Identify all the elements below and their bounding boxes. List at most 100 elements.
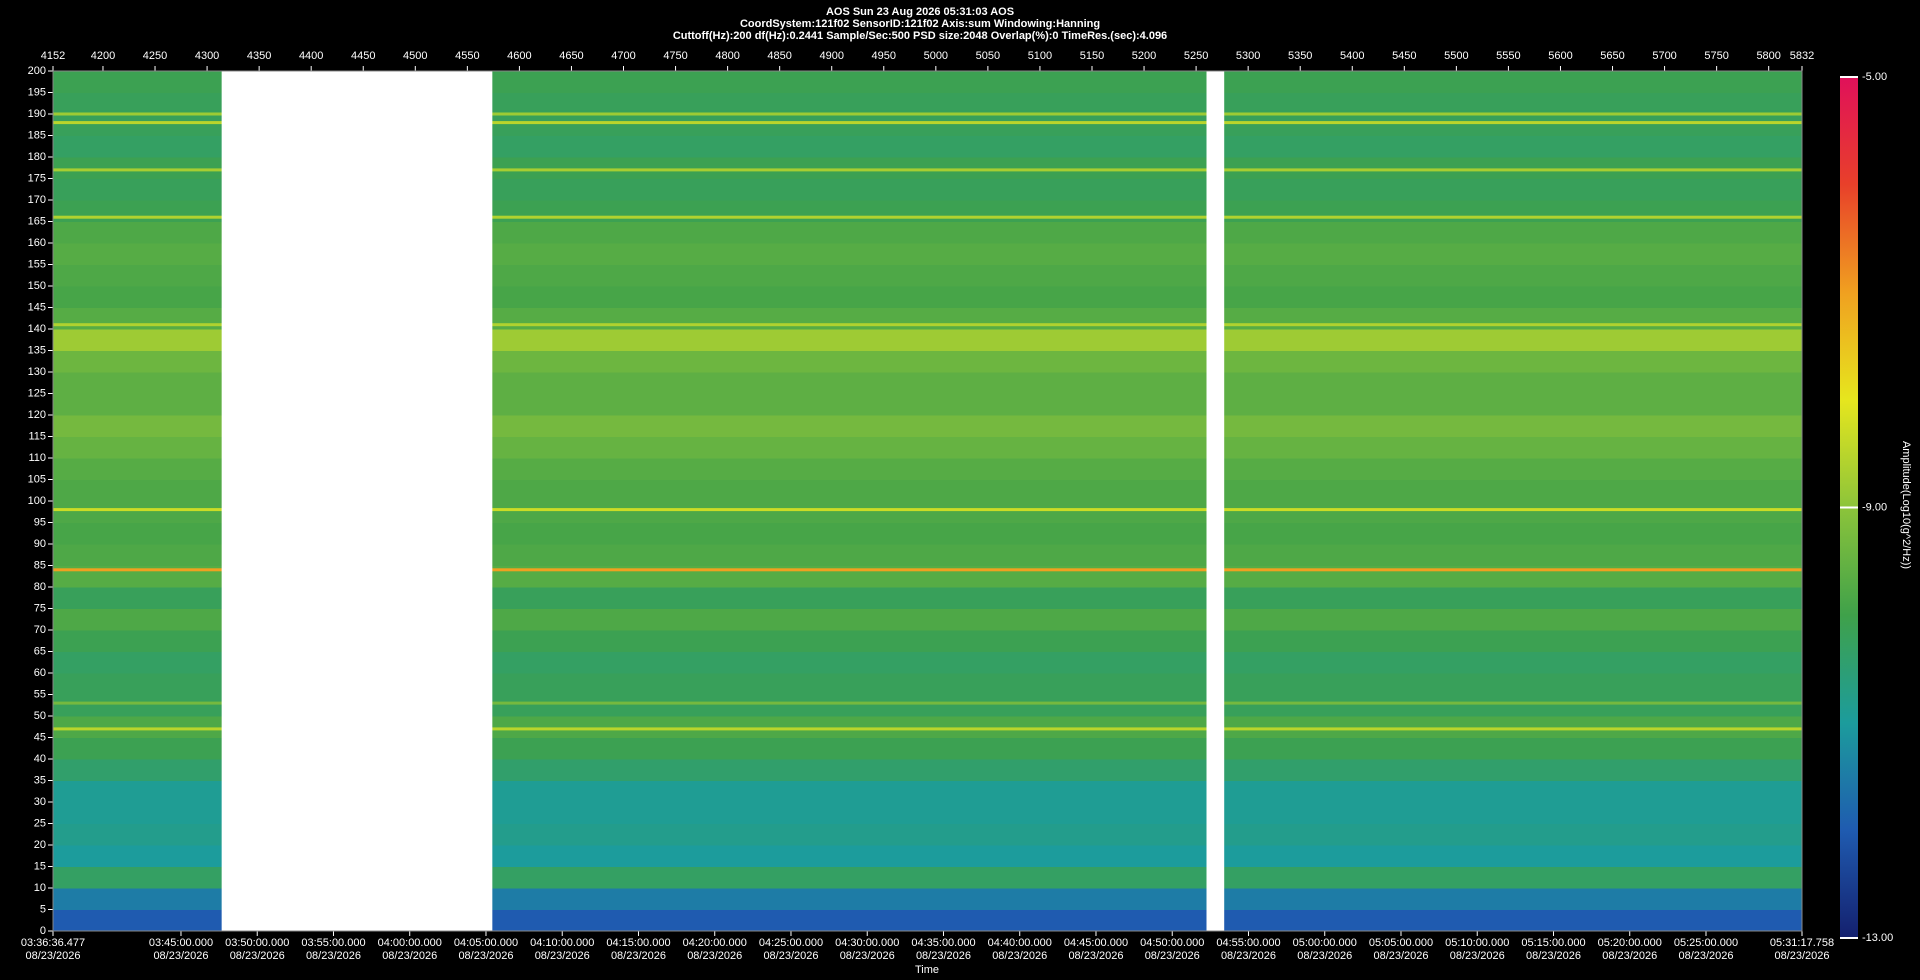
time-tick-date: 08/23/2026 xyxy=(916,950,971,962)
y-tick-label: 130 xyxy=(28,366,46,378)
y-tick-label: 15 xyxy=(34,860,46,872)
y-tick-label: 120 xyxy=(28,409,46,421)
time-tick-label: 04:15:00.000 xyxy=(606,937,670,949)
spectral-line xyxy=(53,215,1802,219)
top-tick-label: 4850 xyxy=(767,50,791,62)
data-gap xyxy=(221,71,493,931)
x-axis-label: Time xyxy=(915,964,939,976)
time-tick-label: 03:55:00.000 xyxy=(301,937,365,949)
y-tick-label: 110 xyxy=(28,452,46,464)
spectral-line xyxy=(53,168,1802,172)
y-tick-label: 125 xyxy=(28,387,46,399)
time-tick-date: 08/23/2026 xyxy=(992,950,1047,962)
y-tick-label: 185 xyxy=(28,129,46,141)
top-tick-label: 4300 xyxy=(195,50,219,62)
chart-subtitle: CoordSystem:121f02 SensorID:121f02 Axis:… xyxy=(740,18,1100,30)
top-tick-label: 5650 xyxy=(1600,50,1624,62)
top-tick-label: 4600 xyxy=(507,50,531,62)
y-tick-label: 160 xyxy=(28,237,46,249)
time-tick-date: 08/23/2026 xyxy=(763,950,818,962)
y-tick-label: 60 xyxy=(34,667,46,679)
y-tick-label: 55 xyxy=(34,688,46,700)
y-tick-label: 190 xyxy=(28,108,46,120)
time-tick-label: 05:10:00.000 xyxy=(1445,937,1509,949)
top-tick-label: 5500 xyxy=(1444,50,1468,62)
spectral-line xyxy=(53,701,1802,705)
top-tick-label: 5100 xyxy=(1028,50,1052,62)
y-tick-label: 85 xyxy=(34,559,46,571)
y-tick-label: 45 xyxy=(34,731,46,743)
y-tick-label: 30 xyxy=(34,796,46,808)
top-tick-label: 4200 xyxy=(91,50,115,62)
y-tick-label: 70 xyxy=(34,624,46,636)
y-tick-label: 65 xyxy=(34,645,46,657)
time-tick-date: 08/23/2026 xyxy=(1221,950,1276,962)
y-tick-label: 75 xyxy=(34,602,46,614)
top-tick-label: 4800 xyxy=(715,50,739,62)
top-tick-label: 4350 xyxy=(247,50,271,62)
time-tick-date: 08/23/2026 xyxy=(1373,950,1428,962)
y-tick-label: 170 xyxy=(28,194,46,206)
y-tick-label: 50 xyxy=(34,710,46,722)
y-tick-label: 40 xyxy=(34,753,46,765)
settings-line: Cuttoff(Hz):200 df(Hz):0.2441 Sample/Sec… xyxy=(673,30,1167,42)
y-tick-label: 105 xyxy=(28,473,46,485)
time-tick-date: 08/23/2026 xyxy=(1450,950,1505,962)
top-tick-label: 5250 xyxy=(1184,50,1208,62)
time-tick-label: 04:05:00.000 xyxy=(454,937,518,949)
y-tick-label: 90 xyxy=(34,538,46,550)
y-tick-label: 25 xyxy=(34,817,46,829)
time-tick-label: 05:00:00.000 xyxy=(1293,937,1357,949)
time-tick-date: 08/23/2026 xyxy=(611,950,666,962)
top-tick-label: 5550 xyxy=(1496,50,1520,62)
y-tick-label: 200 xyxy=(28,65,46,77)
y-tick-label: 35 xyxy=(34,774,46,786)
time-tick-label: 05:20:00.000 xyxy=(1598,937,1662,949)
top-tick-label: 4152 xyxy=(41,50,65,62)
time-tick-label: 04:50:00.000 xyxy=(1140,937,1204,949)
top-tick-label: 4750 xyxy=(663,50,687,62)
colorbar-label: Amplitude(Log10(g^2/Hz)) xyxy=(1900,441,1912,569)
time-tick-date: 08/23/2026 xyxy=(153,950,208,962)
time-tick-date: 08/23/2026 xyxy=(1526,950,1581,962)
y-tick-label: 140 xyxy=(28,323,46,335)
time-tick-date: 08/23/2026 xyxy=(306,950,361,962)
top-tick-label: 5750 xyxy=(1704,50,1728,62)
time-tick-label: 05:15:00.000 xyxy=(1521,937,1585,949)
top-tick-label: 5400 xyxy=(1340,50,1364,62)
time-tick-label: 05:05:00.000 xyxy=(1369,937,1433,949)
y-tick-label: 195 xyxy=(28,86,46,98)
colorbar-tick-label: -13.00 xyxy=(1862,932,1893,944)
y-tick-label: 145 xyxy=(28,301,46,313)
top-tick-label: 5000 xyxy=(924,50,948,62)
top-tick-label: 4900 xyxy=(819,50,843,62)
colorbar-tick-label: -5.00 xyxy=(1862,71,1887,83)
spectral-line xyxy=(53,323,1802,327)
time-tick-label: 04:55:00.000 xyxy=(1216,937,1280,949)
time-tick-date: 08/23/2026 xyxy=(230,950,285,962)
y-tick-label: 150 xyxy=(28,280,46,292)
time-tick-date: 08/23/2026 xyxy=(458,950,513,962)
time-tick-date: 08/23/2026 xyxy=(840,950,895,962)
time-tick-date: 08/23/2026 xyxy=(1774,950,1829,962)
top-tick-label: 4450 xyxy=(351,50,375,62)
top-tick-label: 5450 xyxy=(1392,50,1416,62)
top-tick-label: 5832 xyxy=(1790,50,1814,62)
top-tick-label: 5050 xyxy=(976,50,1000,62)
y-tick-label: 0 xyxy=(40,925,46,937)
colorbar-tick-label: -9.00 xyxy=(1862,501,1887,513)
time-tick-label: 03:50:00.000 xyxy=(225,937,289,949)
time-tick-label: 04:35:00.000 xyxy=(911,937,975,949)
y-tick-label: 100 xyxy=(28,495,46,507)
y-tick-label: 165 xyxy=(28,215,46,227)
time-tick-label: 03:36:36.477 xyxy=(21,937,85,949)
time-tick-date: 08/23/2026 xyxy=(1678,950,1733,962)
top-tick-label: 4650 xyxy=(559,50,583,62)
time-tick-label: 04:00:00.000 xyxy=(378,937,442,949)
top-tick-label: 5600 xyxy=(1548,50,1572,62)
y-tick-label: 135 xyxy=(28,344,46,356)
y-tick-label: 80 xyxy=(34,581,46,593)
chart-title: AOS Sun 23 Aug 2026 05:31:03 AOS xyxy=(826,6,1014,18)
